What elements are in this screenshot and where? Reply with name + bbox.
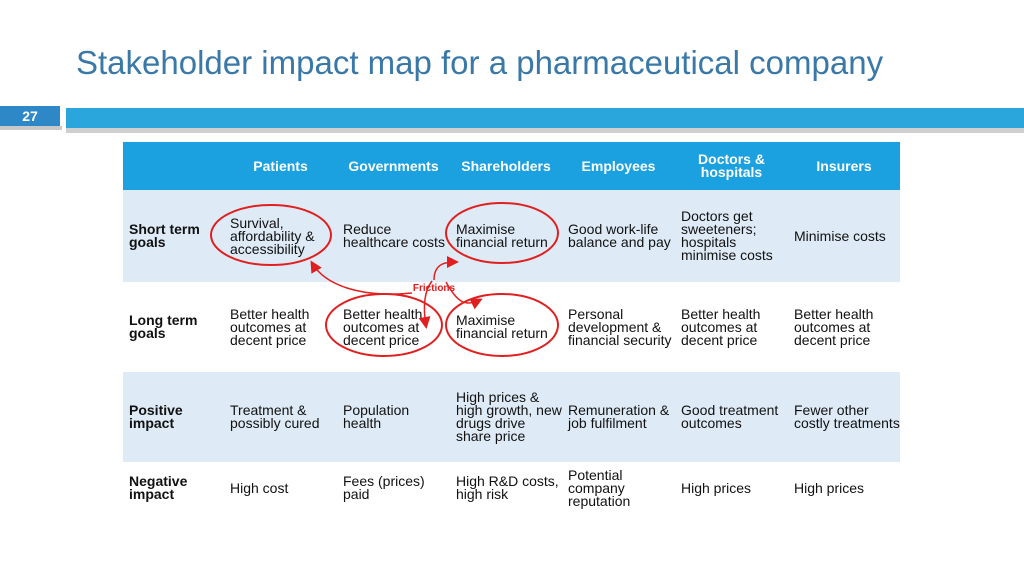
- row-label: Negative impact: [123, 462, 224, 514]
- table-cell: High prices: [788, 462, 900, 514]
- table-row: Positive impact Treatment & possibly cur…: [123, 372, 900, 462]
- highlight-circle-shareholders-short-term: [445, 202, 559, 264]
- highlight-circle-shareholders-long-term: [445, 293, 559, 357]
- column-header-governments: Governments: [337, 142, 450, 190]
- row-label: Long term goals: [123, 282, 224, 372]
- friction-arrow-to-shareholders-long: [445, 281, 483, 310]
- frictions-label: Frictions: [413, 283, 456, 294]
- column-header-shareholders: Shareholders: [450, 142, 562, 190]
- table-cell: Population health: [337, 372, 450, 462]
- table-cell: High prices: [675, 462, 788, 514]
- table-cell: Good treatment outcomes: [675, 372, 788, 462]
- table-cell: Better health outcomes at decent price: [675, 282, 788, 372]
- column-header-employees: Employees: [562, 142, 675, 190]
- slide-title: Stakeholder impact map for a pharmaceuti…: [76, 44, 884, 81]
- page-number-shadow: [0, 126, 62, 130]
- table-row: Long term goals Better health outcomes a…: [123, 282, 900, 372]
- table-cell: Fewer other costly treatments: [788, 372, 900, 462]
- table-cell: Personal development & financial securit…: [562, 282, 675, 372]
- column-header-blank: [123, 142, 224, 190]
- title-accent-bar: [66, 108, 1024, 128]
- friction-arrow-to-shareholders-short: [433, 256, 459, 281]
- table-cell: Fees (prices) paid: [337, 462, 450, 514]
- table-cell: High prices & high growth, new drugs dri…: [450, 372, 562, 462]
- row-label: Short term goals: [123, 190, 224, 282]
- table-cell: Better health outcomes at decent price: [788, 282, 900, 372]
- table-cell: Remuneration & job fulfilment: [562, 372, 675, 462]
- stakeholder-table: Patients Governments Shareholders Employ…: [123, 142, 900, 514]
- table-cell: Doctors get sweeteners; hospitals minimi…: [675, 190, 788, 282]
- column-header-doctors-hospitals: Doctors & hospitals: [675, 142, 788, 190]
- table-cell: Good work-life balance and pay: [562, 190, 675, 282]
- table-cell: High R&D costs, high risk: [450, 462, 562, 514]
- friction-arrow-to-patients: [310, 260, 413, 295]
- title-accent-bar-shadow: [66, 128, 1024, 133]
- table-cell: Reduce healthcare costs: [337, 190, 450, 282]
- highlight-circle-patients-short-term: [210, 204, 332, 266]
- column-header-insurers: Insurers: [788, 142, 900, 190]
- table-cell: Maximise financial return: [450, 190, 562, 282]
- table-row: Negative impact High cost Fees (prices) …: [123, 462, 900, 514]
- table-cell: Better health outcomes at decent price: [224, 282, 337, 372]
- table-cell: Maximise financial return: [450, 282, 562, 372]
- column-header-patients: Patients: [224, 142, 337, 190]
- row-label: Positive impact: [123, 372, 224, 462]
- table-cell: Minimise costs: [788, 190, 900, 282]
- page-number-badge: 27: [0, 106, 60, 128]
- table-header-row: Patients Governments Shareholders Employ…: [123, 142, 900, 190]
- table-cell: High cost: [224, 462, 337, 514]
- table-cell: Treatment & possibly cured: [224, 372, 337, 462]
- table-cell: Potential company reputation: [562, 462, 675, 514]
- friction-arrow-to-governments: [418, 280, 433, 329]
